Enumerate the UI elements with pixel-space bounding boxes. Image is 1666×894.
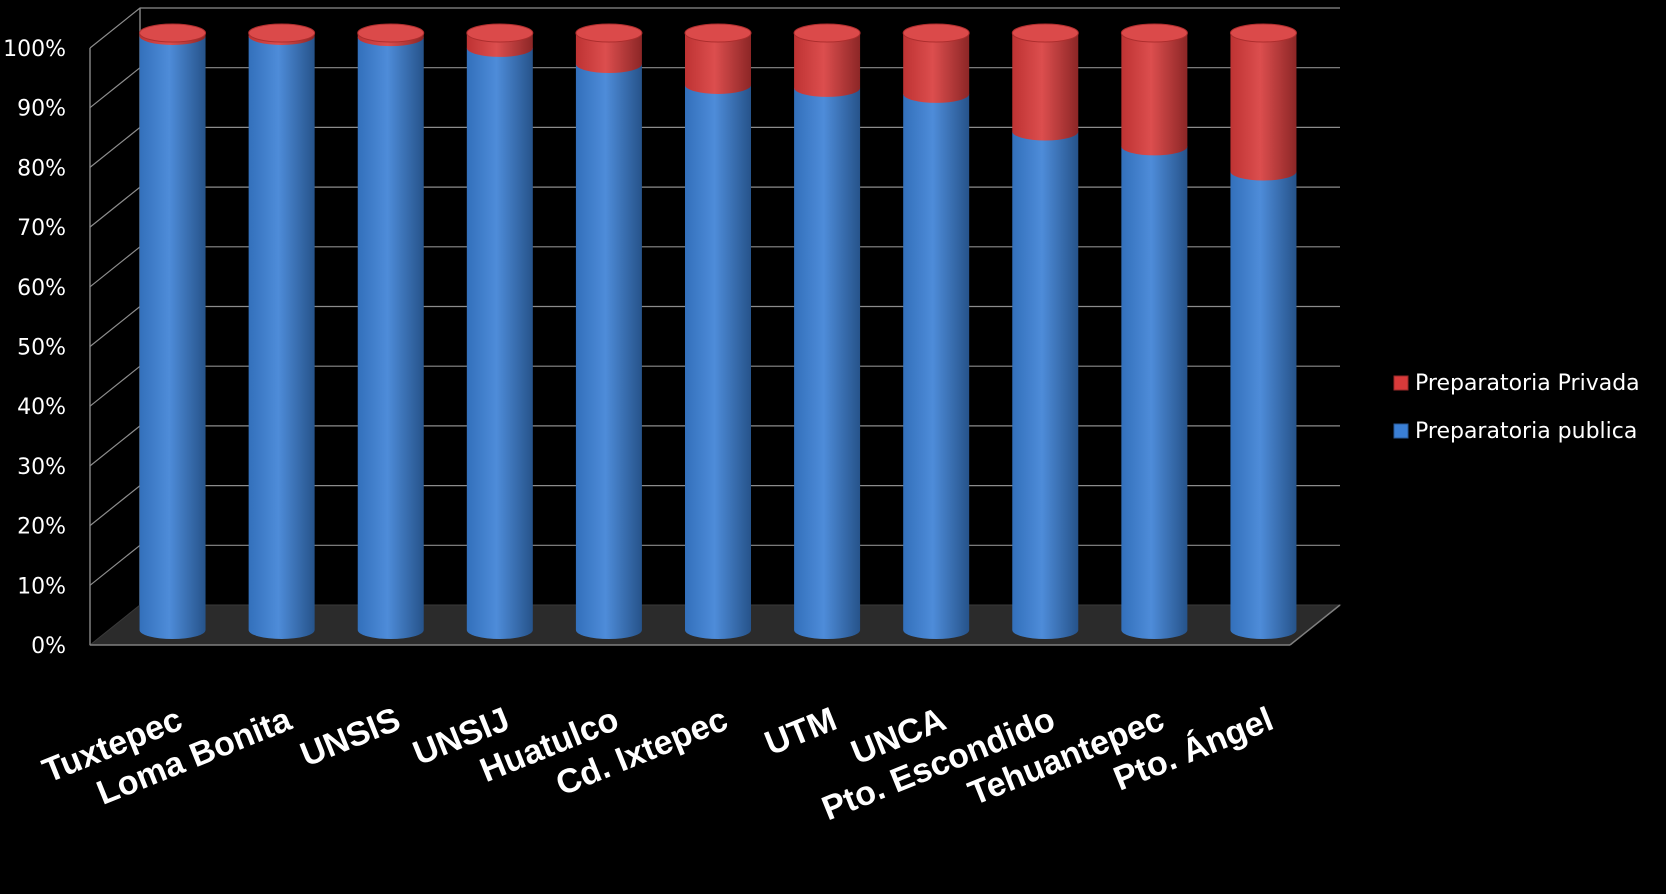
bar-publica xyxy=(575,64,642,639)
bar-top-cap xyxy=(793,23,861,43)
bar-stack xyxy=(357,23,425,639)
legend-label: Preparatoria Privada xyxy=(1415,371,1640,396)
bar-stack xyxy=(1120,23,1188,639)
bar-privada xyxy=(575,33,642,74)
y-tick-label: 20% xyxy=(17,515,66,540)
y-tick-label: 90% xyxy=(17,97,66,122)
y-tick-label: 100% xyxy=(3,37,66,62)
bar-top-cap xyxy=(575,23,643,43)
bars xyxy=(139,23,1297,640)
bar-privada xyxy=(685,33,751,94)
bar-publica xyxy=(466,47,533,640)
bar-publica xyxy=(1012,131,1079,639)
legend-swatch xyxy=(1393,375,1409,391)
bar-stack xyxy=(1011,23,1079,639)
bar-top-cap xyxy=(1011,23,1079,43)
bar-top-cap xyxy=(902,23,970,43)
bar-publica xyxy=(357,37,424,639)
bar-publica xyxy=(248,35,315,639)
y-tick-label: 60% xyxy=(17,276,66,301)
x-tick-label: UNSIS xyxy=(295,700,406,774)
y-tick-label: 70% xyxy=(17,216,66,241)
bar-stack xyxy=(684,23,752,639)
y-tick-label: 10% xyxy=(17,574,66,599)
legend: Preparatoria Privada Preparatoria publica xyxy=(1393,371,1640,444)
x-tick-label: UTM xyxy=(760,700,843,763)
bar-stack xyxy=(902,23,970,640)
floor-edge xyxy=(1289,604,1341,646)
bar-privada xyxy=(794,33,861,97)
y-tick-label: 80% xyxy=(17,156,66,181)
legend-item: Preparatoria publica xyxy=(1393,419,1637,444)
bar-publica xyxy=(685,84,751,639)
gridline xyxy=(89,7,1340,49)
bar-stack xyxy=(466,23,534,640)
bar-stack xyxy=(793,23,861,639)
y-axis-ticks: 0% 10% 20% 30% 40% 50% 60% 70% 80% 90% 100% xyxy=(3,37,66,659)
bar-top-cap xyxy=(1120,23,1188,43)
bar-publica xyxy=(903,93,970,640)
bar-top-cap xyxy=(1229,23,1297,43)
bar-stack xyxy=(1229,23,1297,639)
bar-top-cap xyxy=(357,23,425,43)
bar-privada xyxy=(1012,33,1079,141)
bar-publica xyxy=(1230,171,1297,639)
legend-item: Preparatoria Privada xyxy=(1393,371,1640,396)
y-tick-label: 40% xyxy=(17,395,66,420)
bar-top-cap xyxy=(248,23,316,43)
bar-stack xyxy=(248,23,316,639)
legend-swatch xyxy=(1393,423,1409,439)
legend-label: Preparatoria publica xyxy=(1415,419,1637,444)
bar-publica xyxy=(1121,146,1188,639)
bar-privada xyxy=(1121,33,1188,156)
bar-top-cap xyxy=(139,23,207,43)
bar-publica xyxy=(139,35,206,640)
bar-stack xyxy=(139,23,207,640)
bar-privada xyxy=(903,33,970,103)
y-tick-label: 0% xyxy=(31,634,66,659)
bar-stack xyxy=(575,23,643,639)
bar-privada xyxy=(1230,33,1297,181)
bar-publica xyxy=(794,87,861,639)
y-tick-label: 50% xyxy=(17,336,66,361)
bar-top-cap xyxy=(684,23,752,43)
bar-top-cap xyxy=(466,23,534,43)
y-tick-label: 30% xyxy=(17,455,66,480)
